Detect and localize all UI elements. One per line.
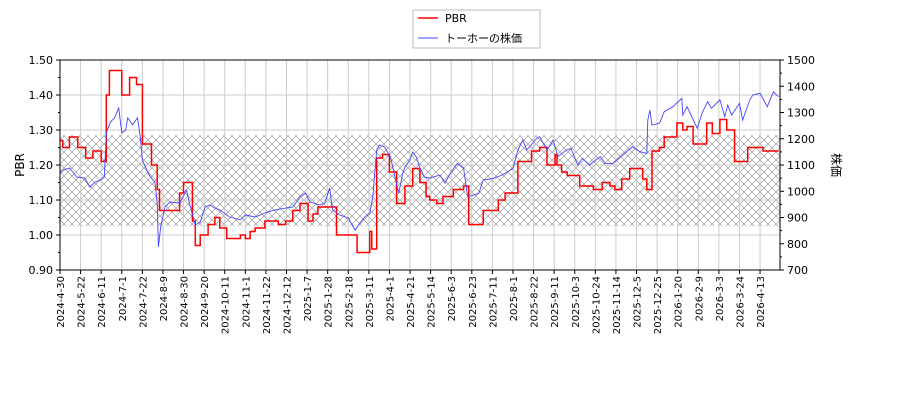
x-tick-label: 2024-11-22 — [262, 276, 273, 334]
y2-tick-label: 1000 — [787, 185, 815, 198]
x-tick-label: 2025-3-11 — [365, 276, 376, 328]
x-tick-label: 2026-3-3 — [715, 276, 726, 321]
x-tick-label: 2026-4-13 — [756, 276, 767, 328]
x-tick-label: 2024-5-22 — [77, 276, 88, 328]
x-tick-label: 2024-12-12 — [282, 276, 293, 334]
grid — [59, 59, 780, 271]
x-tick-label: 2024-8-9 — [159, 276, 170, 321]
x-tick-label: 2026-3-24 — [735, 276, 746, 328]
x-tick-label: 2025-6-3 — [447, 276, 458, 321]
stock-price-line — [60, 91, 779, 247]
x-tick-label: 2024-10-11 — [221, 276, 232, 334]
y2-axis-label: 株価 — [829, 153, 844, 177]
x-tick-label: 2025-12-5 — [633, 276, 644, 328]
legend: PBR トーホーの株価 — [412, 9, 541, 49]
y-tick-label: 1.40 — [29, 89, 54, 102]
x-tick-label: 2024-8-30 — [180, 276, 191, 328]
x-tick-label: 2025-8-1 — [509, 276, 520, 321]
x-tick-label: 2025-11-14 — [612, 276, 623, 334]
x-tick-label: 2025-7-11 — [488, 276, 499, 328]
y-axis-label: PBR — [13, 153, 27, 177]
x-tick-label: 2025-10-24 — [591, 276, 602, 334]
y-tick-label: 1.10 — [29, 194, 54, 207]
pbr-line — [60, 69, 779, 254]
x-tick-label: 2025-2-18 — [344, 276, 355, 328]
x-tick-label: 2025-1-28 — [324, 276, 335, 328]
y2-tick-label: 1400 — [787, 80, 815, 93]
x-tick-label: 2025-6-23 — [468, 276, 479, 328]
x-tick-label: 2026-1-20 — [674, 276, 685, 328]
x-tick-label: 2024-4-30 — [56, 276, 67, 328]
x-tick-label: 2026-2-9 — [694, 276, 705, 321]
legend-label-pbr: PBR — [445, 12, 467, 25]
y-tick-label: 1.30 — [29, 124, 54, 137]
x-tick-label: 2025-5-14 — [427, 276, 438, 328]
y-tick-label: 1.20 — [29, 159, 54, 172]
y2-tick-label: 1300 — [787, 107, 815, 120]
x-tick-label: 2024-7-22 — [138, 276, 149, 328]
x-tick-label: 2025-4-1 — [385, 276, 396, 321]
y2-tick-label: 1100 — [787, 159, 815, 172]
x-tick-label: 2024-11-1 — [241, 276, 252, 328]
legend-label-stock: トーホーの株価 — [445, 31, 522, 45]
y2-tick-label: 700 — [787, 264, 808, 277]
x-tick-label: 2025-8-22 — [530, 276, 541, 328]
x-tick-label: 2025-4-21 — [406, 276, 417, 328]
y2-tick-label: 1200 — [787, 133, 815, 146]
y-tick-label: 1.50 — [29, 54, 54, 67]
x-tick-label: 2025-10-3 — [571, 276, 582, 328]
y-tick-label: 1.00 — [29, 229, 54, 242]
x-tick-label: 2024-7-1 — [118, 276, 129, 321]
x-tick-label: 2025-1-7 — [303, 276, 314, 321]
x-tick-label: 2025-12-25 — [653, 276, 664, 334]
x-tick-label: 2024-6-11 — [97, 276, 108, 328]
y-tick-label: 0.90 — [29, 264, 54, 277]
y2-tick-label: 800 — [787, 238, 808, 251]
x-tick-label: 2025-9-11 — [550, 276, 561, 328]
y2-tick-label: 1500 — [787, 54, 815, 67]
x-tick-label: 2024-9-20 — [200, 276, 211, 328]
y2-tick-label: 900 — [787, 212, 808, 225]
